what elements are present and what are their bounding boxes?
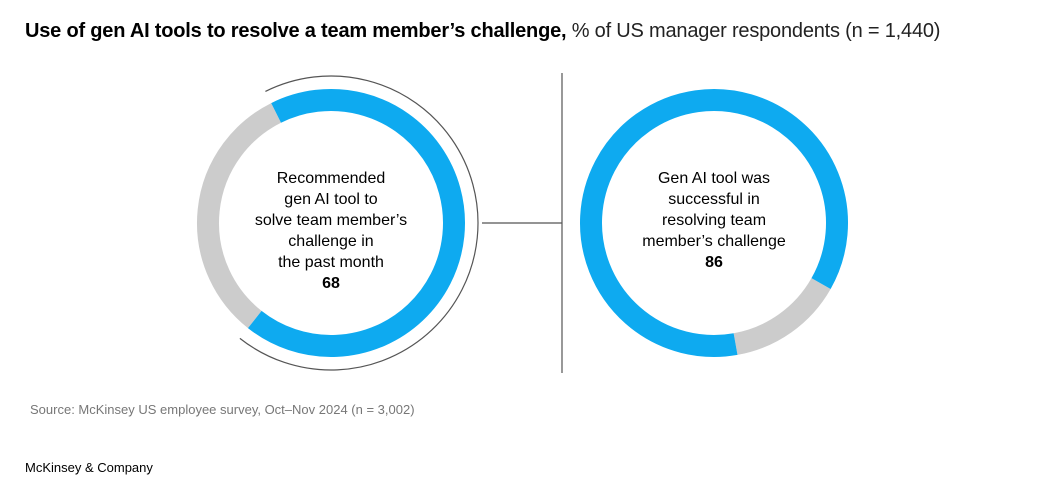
donut-chart-recommended xyxy=(197,75,479,371)
donut-label-recommended: Recommended gen AI tool to solve team me… xyxy=(231,168,431,294)
donut-segment-value xyxy=(580,89,848,357)
donut-label-line: resolving team xyxy=(661,212,767,229)
donut-segment-remainder xyxy=(733,277,831,355)
donut-label-line: Recommended xyxy=(276,170,386,187)
donut-chart-successful xyxy=(580,89,848,357)
donut-segment-value xyxy=(247,89,465,357)
donut-segment-remainder xyxy=(197,103,282,329)
chart-title-bold: Use of gen AI tools to resolve a team me… xyxy=(25,20,567,42)
donut-highlight-arc xyxy=(239,75,479,371)
donut-value-successful: 86 xyxy=(705,254,723,271)
donut-label-line: challenge in xyxy=(288,233,374,250)
donut-label-line: Gen AI tool was xyxy=(657,170,771,187)
donut-label-successful: Gen AI tool was successful in resolving … xyxy=(614,168,814,273)
brand-logo-text: McKinsey & Company xyxy=(25,460,153,475)
donut-label-line: successful in xyxy=(668,191,760,208)
donut-label-line: member’s challenge xyxy=(642,233,786,250)
donut-label-line: gen AI tool to xyxy=(284,191,378,208)
chart-title: Use of gen AI tools to resolve a team me… xyxy=(25,20,940,43)
chart-title-subtitle: % of US manager respondents (n = 1,440) xyxy=(571,20,941,42)
donut-label-line: solve team member’s xyxy=(254,212,408,229)
donut-label-line: the past month xyxy=(278,254,384,271)
source-note: Source: McKinsey US employee survey, Oct… xyxy=(30,402,415,417)
connector-lines xyxy=(482,73,563,373)
donut-value-recommended: 68 xyxy=(322,275,340,292)
